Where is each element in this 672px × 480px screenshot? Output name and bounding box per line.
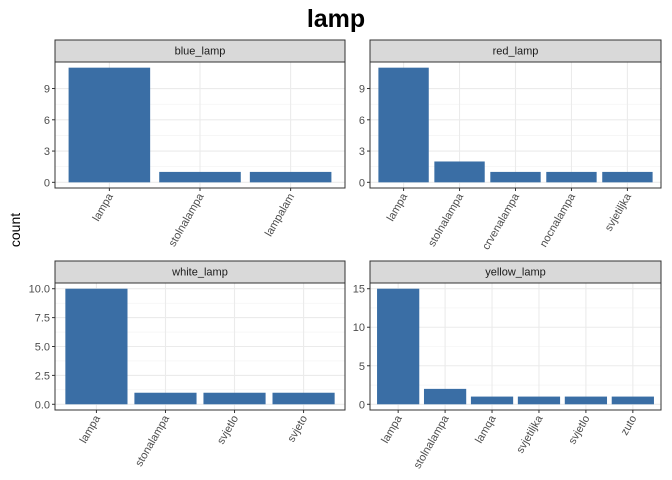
y-tick-label: 3 (44, 146, 50, 158)
y-tick-label: 7.5 (35, 313, 50, 325)
x-tick-label: lamqa (473, 413, 499, 446)
x-tick-label: lampa (78, 413, 104, 446)
bar-lampalam (249, 171, 332, 183)
bar-svjetlo (203, 392, 266, 405)
x-tick-label: svjetlo (567, 414, 593, 447)
bar-lampa (65, 288, 128, 405)
x-tick-label: crvenalampa (480, 191, 522, 252)
facet-strip-label: red_lamp (493, 46, 539, 58)
chart-title: lamp (307, 5, 365, 33)
x-tick-label: lampalam (263, 192, 297, 239)
bar-nocnalampa (546, 171, 597, 183)
x-tick-label: stolnalampa (426, 191, 466, 249)
y-tick-label: 2.5 (35, 370, 50, 382)
x-tick-label: svjetiljka (514, 413, 546, 456)
bar-lampa (377, 288, 420, 405)
y-tick-label: 0 (44, 177, 50, 189)
bar-svjeto (272, 392, 335, 405)
y-axis-label: count (7, 213, 23, 247)
facet-panel-blue-lamp: blue_lamp 0 3 6 9 lampa stolnalampa lampalam (44, 39, 346, 249)
x-tick-label: nocnalampa (538, 191, 579, 250)
x-tick-label: lampa (91, 191, 117, 224)
facet-strip-label: white_lamp (171, 267, 228, 279)
bar-crvenalampa (490, 171, 541, 183)
y-tick-label: 6 (44, 115, 50, 127)
facet-panels: blue_lamp 0 3 6 9 lampa stolnalampa lampalam red… (29, 39, 662, 471)
bar-lampa (68, 67, 151, 183)
facet-panel-white-lamp: white_lamp 0.0 2.5 5.0 7.5 10.0 lampa stonalamp… (29, 260, 346, 469)
bar-stonalampa (134, 392, 197, 405)
facet-strip-label: blue_lamp (175, 46, 226, 58)
x-tick-label: stolnalampa (167, 191, 207, 249)
y-tick-label: 0 (359, 399, 365, 411)
panel-border (369, 282, 662, 411)
y-tick-label: 5 (359, 361, 365, 373)
bar-svjetiljka (517, 396, 561, 405)
y-tick-label: 6 (359, 115, 365, 127)
y-tick-label: 3 (359, 146, 365, 158)
y-tick-label: 5.0 (35, 342, 50, 354)
x-tick-label: stolnalampa (412, 413, 452, 471)
x-tick-label: svjetlo (215, 414, 241, 447)
bar-zuto (611, 396, 654, 405)
bar-stolnalampa (434, 161, 485, 183)
x-tick-label: stonalampa (133, 413, 172, 469)
y-tick-label: 0 (359, 177, 365, 189)
bar-svjetlo (564, 396, 608, 405)
bar-svjetiljka (602, 171, 653, 183)
facet-panel-red-lamp: red_lamp 0 3 6 9 lampa stolnalampa crvenalampa n… (359, 39, 662, 252)
bar-lamqa (470, 396, 514, 405)
y-tick-label: 10 (353, 322, 365, 334)
bar-lampa (378, 67, 429, 183)
x-tick-label: lampa (385, 191, 411, 224)
y-tick-label: 9 (44, 84, 50, 96)
y-tick-label: 15 (353, 284, 365, 296)
y-tick-label: 10.0 (29, 284, 50, 296)
bar-stolnalampa (159, 171, 241, 183)
facet-strip-label: yellow_lamp (485, 267, 546, 279)
x-tick-label: zuto (619, 414, 640, 438)
x-tick-label: lampa (379, 413, 405, 446)
x-tick-label: svjetiljka (603, 191, 635, 234)
y-tick-label: 0.0 (35, 399, 50, 411)
y-tick-label: 9 (359, 84, 365, 96)
bar-stolnalampa (423, 388, 467, 405)
x-tick-label: svjeto (285, 414, 310, 445)
